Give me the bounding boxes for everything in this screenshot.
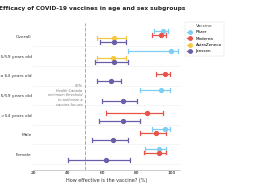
X-axis label: How effective is the vaccine? (%): How effective is the vaccine? (%) [66, 178, 147, 183]
Legend: Pfizer, Moderna, AstraZeneca, Janssen: Pfizer, Moderna, AstraZeneca, Janssen [185, 22, 224, 56]
Text: 50%
Health Canada
minimum threshold
to authorize a
vaccine for use: 50% Health Canada minimum threshold to a… [48, 84, 82, 107]
Text: Efficacy of COVID-19 vaccines in age and sex subgroups: Efficacy of COVID-19 vaccines in age and… [0, 6, 186, 11]
